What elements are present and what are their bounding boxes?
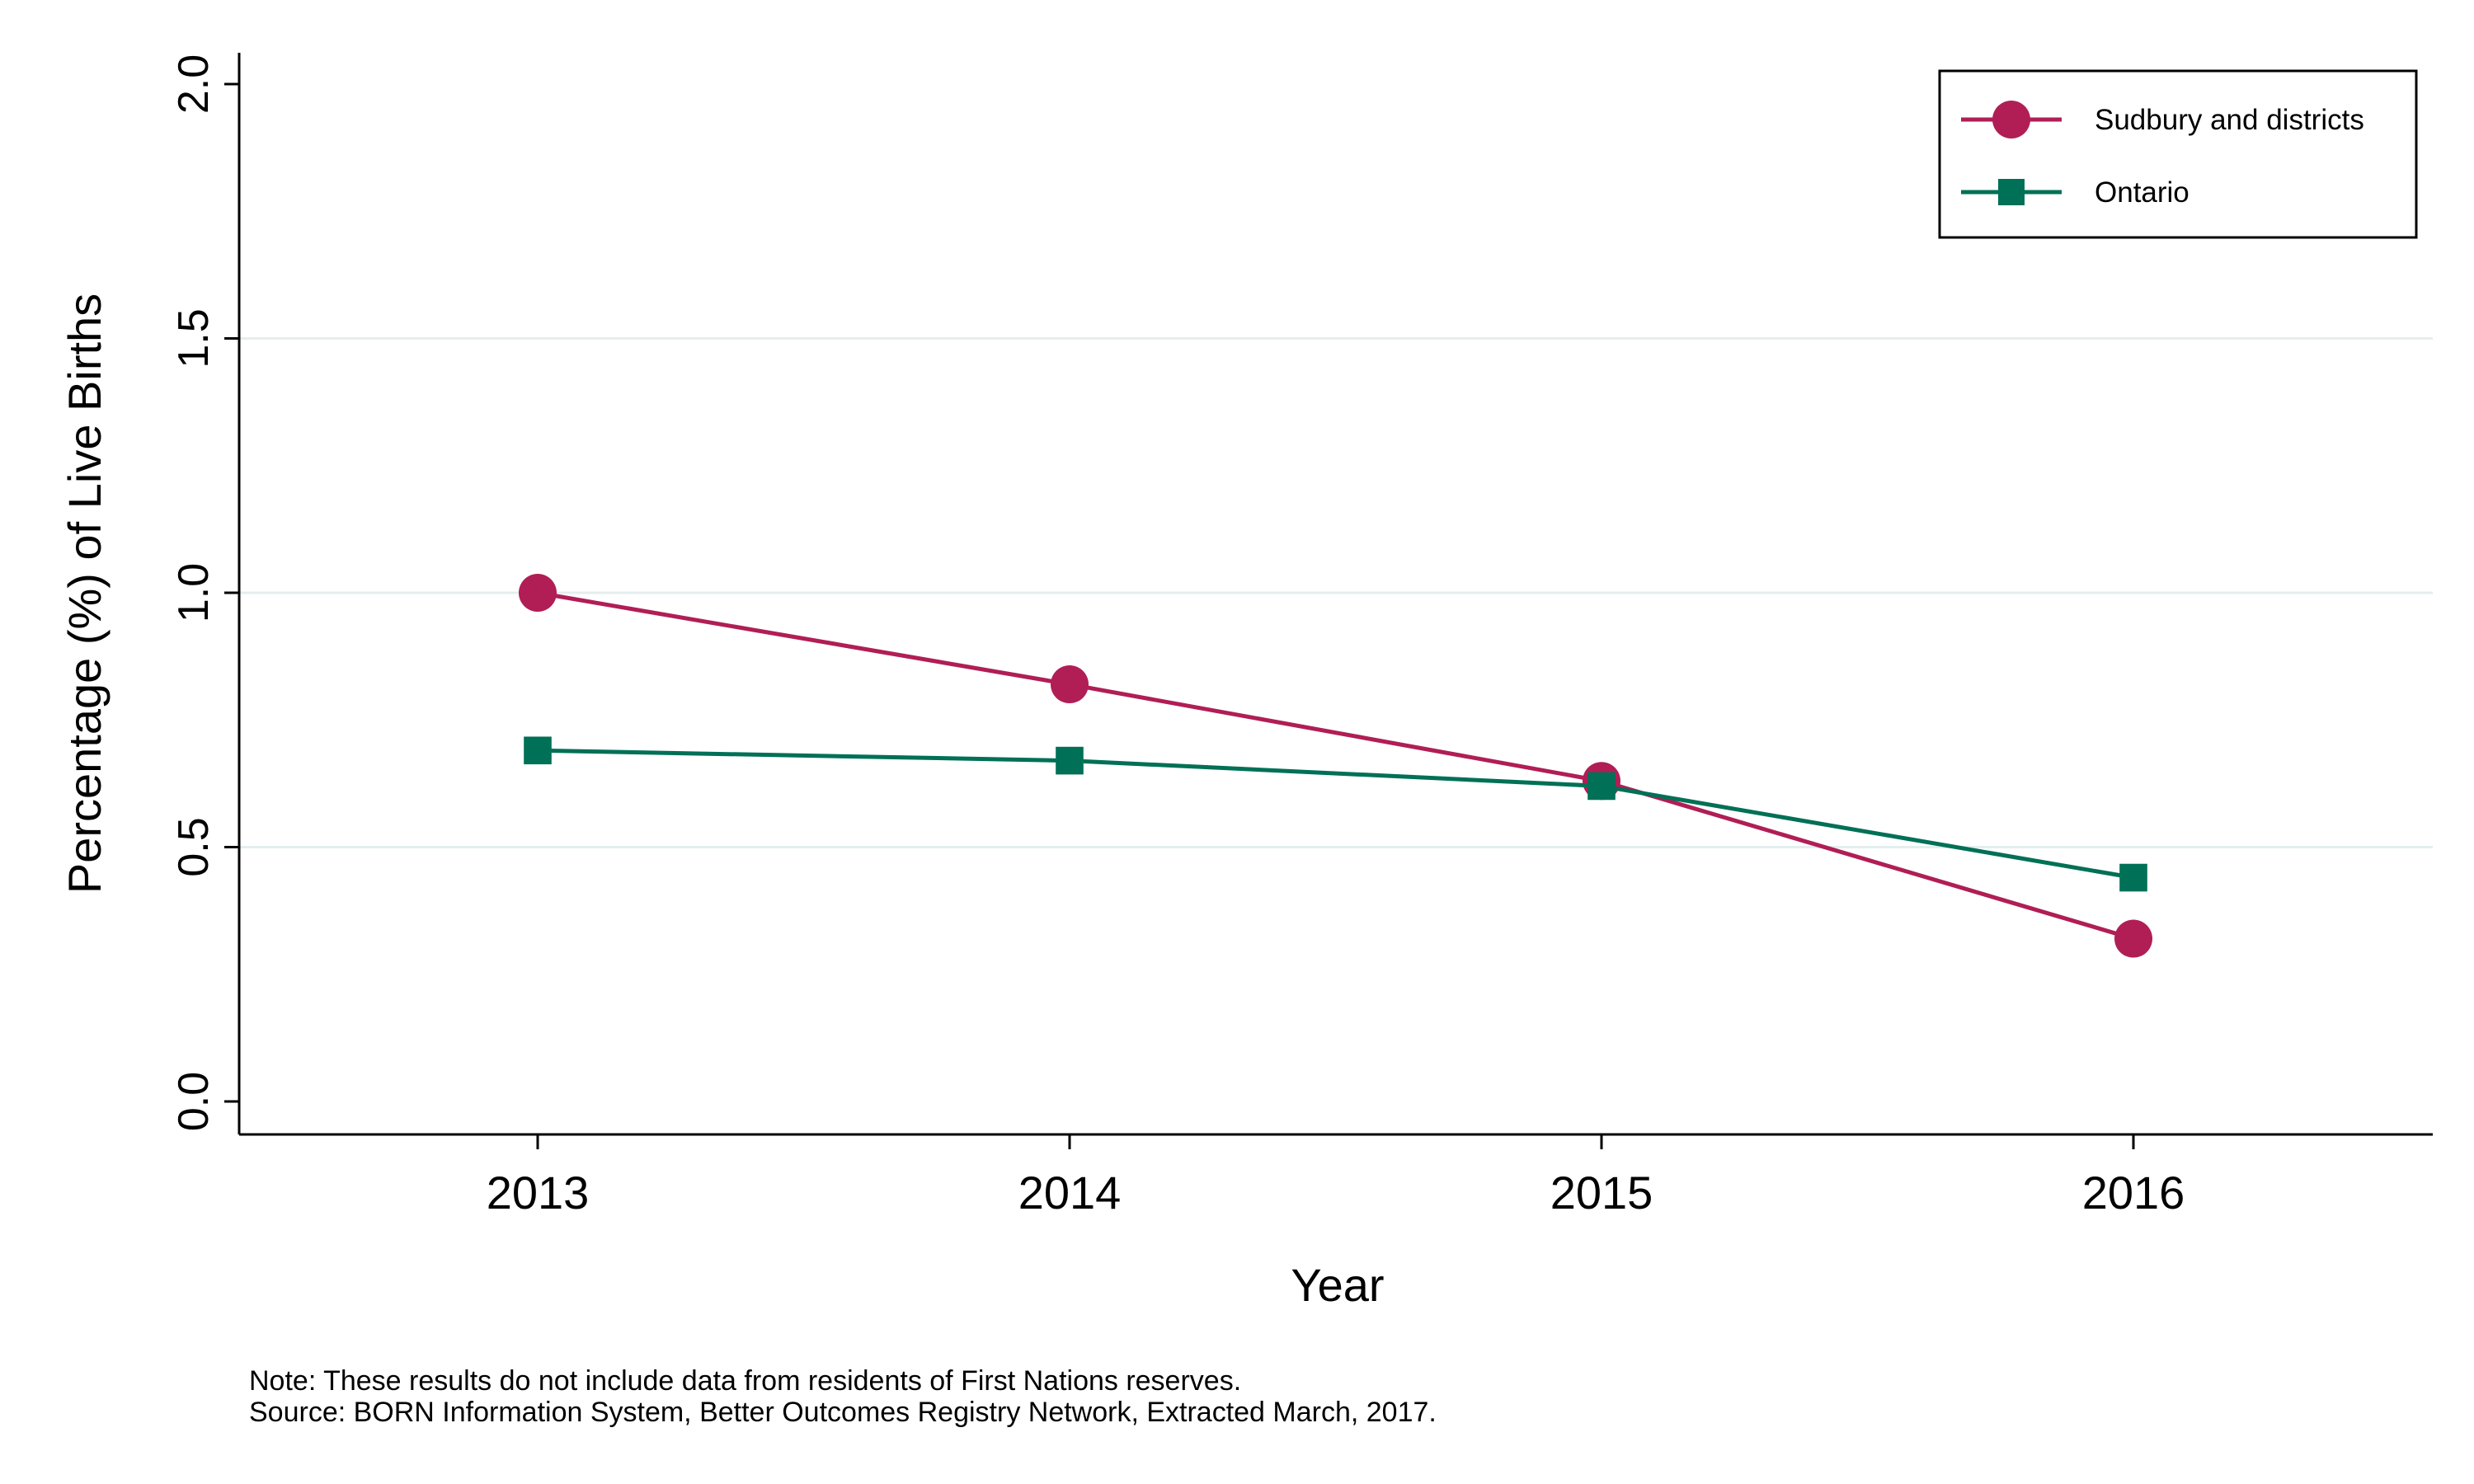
series-line	[537, 590, 2134, 941]
y-tick-label: 1.5	[170, 308, 218, 368]
series	[519, 574, 2152, 958]
data-point	[2119, 863, 2147, 892]
x-axis-ticks: 2013 2014 2015 2016	[487, 1134, 2185, 1219]
legend-item: Sudbury and districts	[1961, 101, 2364, 139]
x-axis-label: Year	[1291, 1259, 1384, 1311]
series-ontario	[524, 736, 2147, 892]
data-point	[1587, 772, 1616, 801]
data-point	[1056, 746, 1084, 775]
legend-item: Ontario	[1961, 176, 2189, 209]
x-tick-label: 2016	[2082, 1167, 2185, 1219]
y-tick-label: 1.0	[170, 563, 218, 622]
y-tick-label: 0.5	[170, 817, 218, 876]
data-point	[524, 736, 552, 765]
x-tick-label: 2015	[1550, 1167, 1653, 1219]
source-text: Source: BORN Information System, Better …	[249, 1397, 1437, 1428]
data-point	[1051, 665, 1089, 704]
data-point	[2114, 919, 2152, 958]
series-sudbury-and-districts	[519, 574, 2152, 958]
y-axis-label: Percentage (%) of Live Births	[59, 294, 111, 894]
legend-box	[1938, 69, 2418, 239]
y-axis-ticks: 0.0 0.5 1.0 1.5 2.0	[170, 54, 239, 1131]
legend: Sudbury and districts Ontario	[1938, 69, 2418, 239]
gridlines	[239, 337, 2433, 848]
y-tick-label: 0.0	[170, 1072, 218, 1131]
legend-label: Ontario	[2095, 176, 2189, 209]
note-text: Note: These results do not include data …	[249, 1365, 1242, 1397]
x-tick-label: 2013	[487, 1167, 590, 1219]
footnotes: Note: These results do not include data …	[249, 1365, 1437, 1428]
data-point	[519, 574, 557, 612]
data-point	[1998, 179, 2025, 205]
y-tick-label: 2.0	[170, 54, 218, 114]
legend-label: Sudbury and districts	[2095, 104, 2364, 136]
x-tick-label: 2014	[1018, 1167, 1122, 1219]
data-point	[1992, 101, 2030, 139]
series-line	[537, 748, 2134, 880]
